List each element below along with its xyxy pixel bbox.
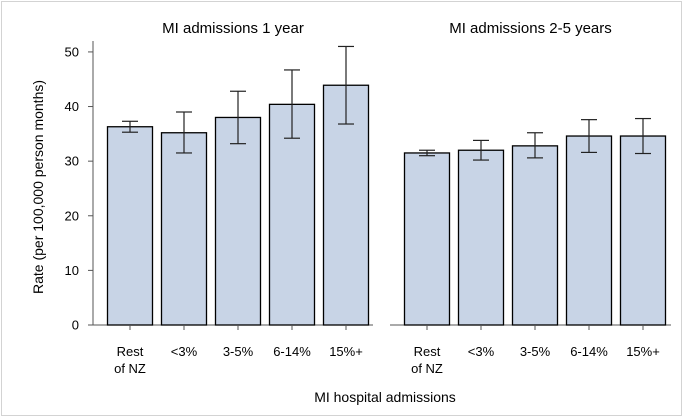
panel-1: MI admissions 1 year Rest of NZ <3% 3-5% 6-14… xyxy=(93,20,373,376)
bar xyxy=(565,135,613,326)
x-axis-title: MI hospital admissions xyxy=(314,389,456,405)
y-tick-label: 40 xyxy=(65,99,79,114)
bar xyxy=(160,132,208,326)
panel-2: MI admissions 2-5 years Rest of NZ <3% 3-5% 6… xyxy=(390,20,671,376)
chart-panels: 0 10 20 30 40 50 MI admissions 1 year Rest of NZ… xyxy=(65,20,671,376)
y-tick-label: 10 xyxy=(65,263,79,278)
x-tick-label-line: Rest xyxy=(414,344,441,359)
y-axis-title: Rate (per 100,000 person months) xyxy=(30,80,46,294)
x-tick-label-line: Rest xyxy=(117,344,144,359)
x-tick-label: 3-5% xyxy=(520,344,551,359)
bar xyxy=(268,103,316,326)
bar xyxy=(457,149,505,326)
bar xyxy=(511,145,559,326)
y-tick-label: 0 xyxy=(72,318,79,333)
x-tick-label: Rest of NZ xyxy=(411,344,443,376)
x-tick-label: 3-5% xyxy=(223,344,254,359)
bar xyxy=(619,135,667,326)
x-tick-label: <3% xyxy=(468,344,495,359)
x-tick-label: <3% xyxy=(171,344,198,359)
y-tick-label: 20 xyxy=(65,208,79,223)
x-tick-label-line: of NZ xyxy=(411,361,443,376)
bar xyxy=(106,126,154,326)
x-tick-label: 15%+ xyxy=(626,344,660,359)
y-tick-label: 50 xyxy=(65,44,79,59)
y-tick-label: 30 xyxy=(65,154,79,169)
x-tick-label-line: of NZ xyxy=(114,361,146,376)
panel-title: MI admissions 1 year xyxy=(162,20,304,37)
x-tick-label: 6-14% xyxy=(570,344,608,359)
x-tick-label: 15%+ xyxy=(329,344,363,359)
bar xyxy=(403,152,451,326)
bar xyxy=(214,116,262,326)
x-tick-label: Rest of NZ xyxy=(114,344,146,376)
panel-title: MI admissions 2-5 years xyxy=(449,20,612,37)
x-tick-label: 6-14% xyxy=(273,344,311,359)
